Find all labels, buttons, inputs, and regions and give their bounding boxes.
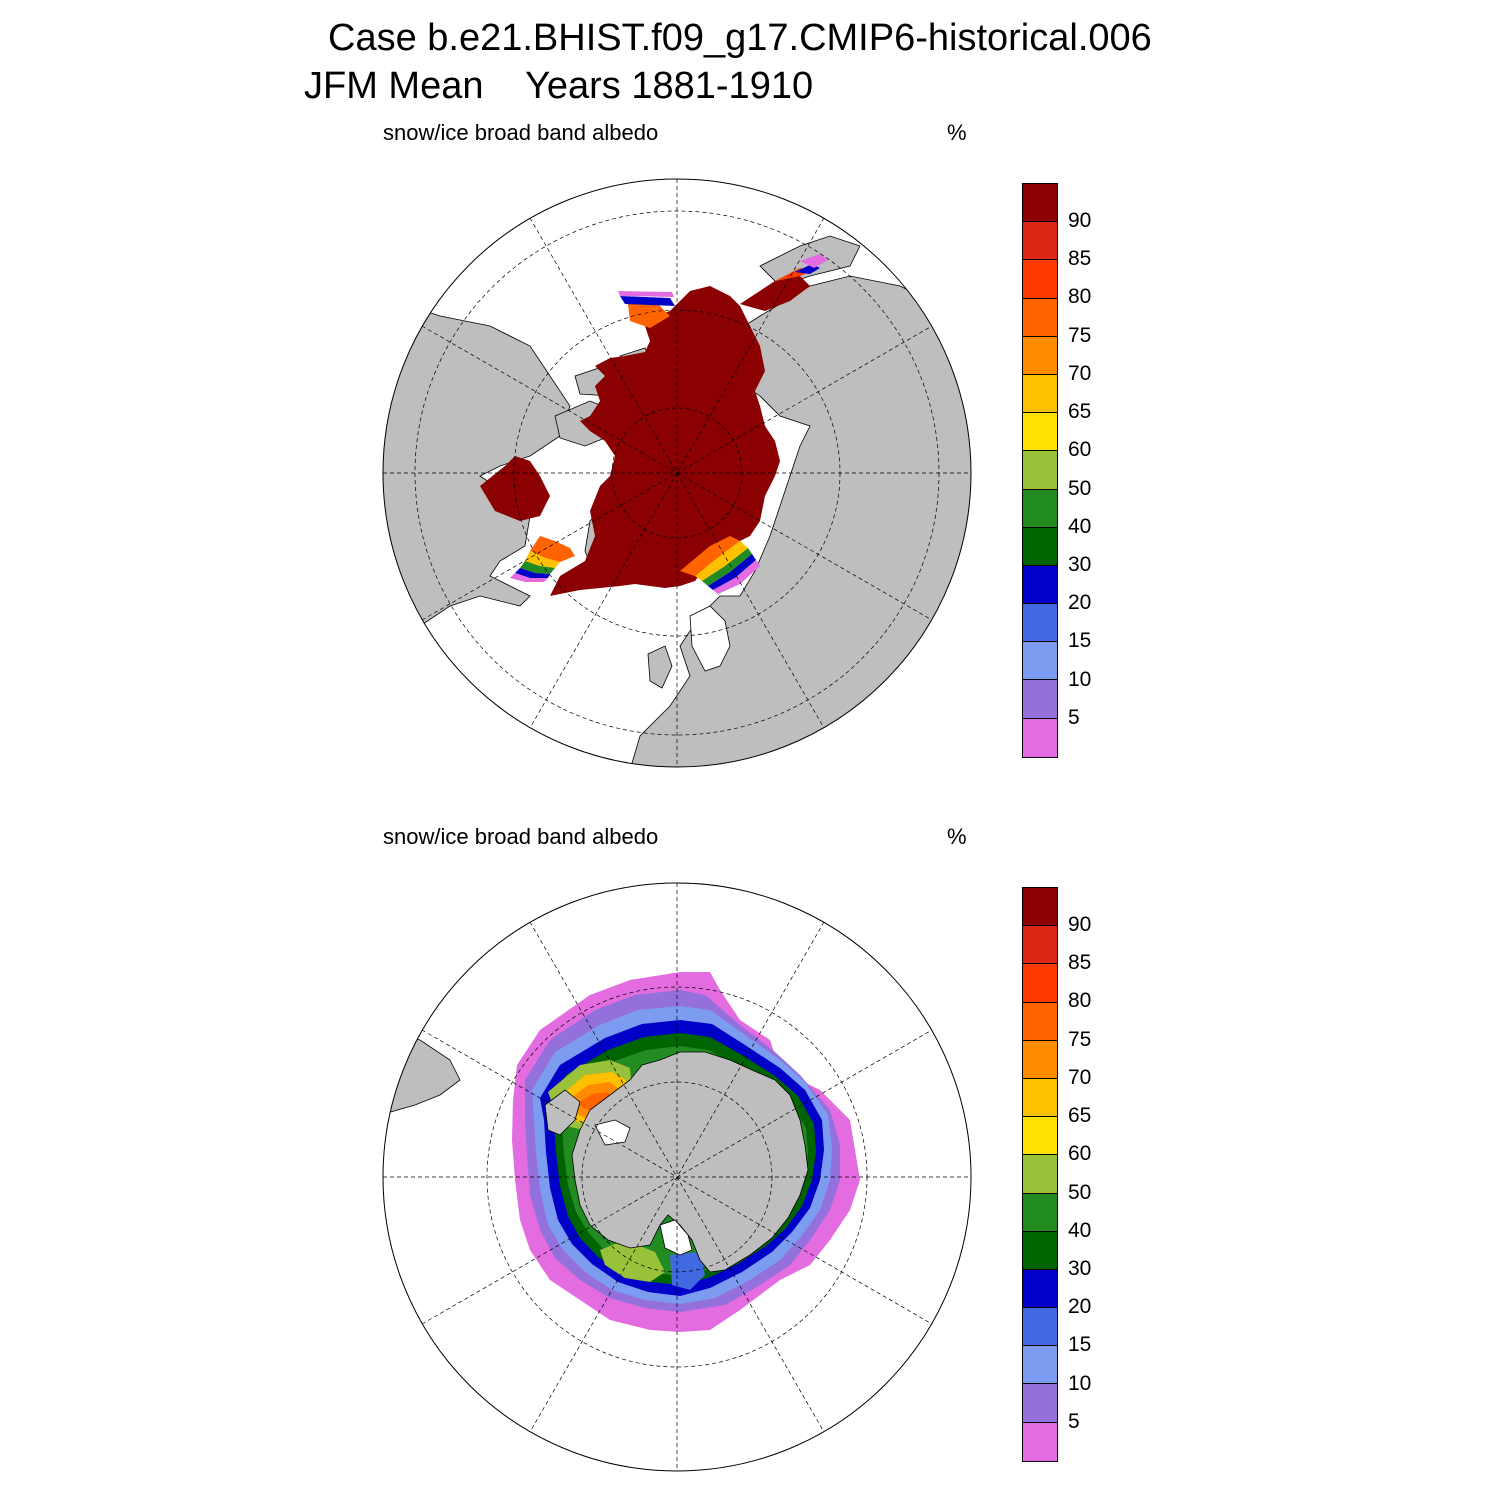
british-isles-land	[647, 645, 673, 689]
north-colorbar-tick: 15	[1068, 629, 1092, 652]
north-colorbar-tick: 10	[1068, 668, 1092, 691]
south-colorbar-tick: 15	[1068, 1333, 1092, 1356]
south-colorbar-tick: 30	[1068, 1257, 1092, 1280]
season-label: JFM Mean	[304, 65, 484, 107]
north-colorbar-swatch	[1023, 565, 1057, 605]
north-colorbar-tick: 60	[1068, 438, 1092, 461]
north-colorbar-tick: 40	[1068, 515, 1092, 538]
north-colorbar-swatch	[1023, 489, 1057, 528]
south-panel-label: snow/ice broad band albedo	[383, 824, 659, 849]
south-colorbar-swatch	[1023, 1269, 1057, 1309]
north-panel-units: %	[947, 120, 967, 145]
south-colorbar-swatch	[1023, 1422, 1057, 1461]
south-colorbar-tick: 60	[1068, 1142, 1092, 1165]
north-polar-map	[382, 178, 972, 768]
south-colorbar-tick: 85	[1068, 951, 1092, 974]
north-colorbar-swatch	[1023, 336, 1057, 375]
north-colorbar-tick: 5	[1068, 706, 1080, 729]
south-colorbar-tick: 70	[1068, 1066, 1092, 1089]
north-colorbar-tick: 50	[1068, 477, 1092, 500]
south-colorbar-swatch	[1023, 964, 1057, 1003]
south-colorbar-swatch	[1023, 1346, 1057, 1385]
south-colorbar-tick: 65	[1068, 1104, 1092, 1127]
north-graticule	[383, 179, 971, 767]
south-colorbar-swatch	[1023, 1193, 1057, 1232]
south-colorbar-tick: 20	[1068, 1295, 1092, 1318]
north-colorbar-swatch	[1023, 184, 1057, 223]
south-map-boundary	[382, 882, 972, 1472]
south-colorbar-tick: 5	[1068, 1410, 1080, 1433]
south-colorbar-swatch	[1023, 1231, 1057, 1270]
south-colorbar-tick: 40	[1068, 1219, 1092, 1242]
south-colorbar-tick: 90	[1068, 913, 1092, 936]
south-colorbar	[1022, 887, 1058, 1462]
north-colorbar-swatch	[1023, 680, 1057, 719]
figure-title-period: JFM Mean Years 1881-1910	[304, 65, 814, 108]
south-colorbar-tick: 75	[1068, 1028, 1092, 1051]
north-colorbar-swatch	[1023, 604, 1057, 643]
arctic-sea-ice	[550, 286, 780, 596]
north-panel-label: snow/ice broad band albedo	[383, 120, 659, 145]
south-panel-units: %	[947, 824, 967, 849]
years-label: Years 1881-1910	[525, 65, 814, 107]
north-colorbar-swatch	[1023, 222, 1057, 261]
south-colorbar-swatch	[1023, 1155, 1057, 1194]
north-colorbar-tick: 80	[1068, 285, 1092, 308]
south-colorbar-tick: 50	[1068, 1181, 1092, 1204]
north-colorbar-swatch	[1023, 260, 1057, 299]
north-colorbar	[1022, 183, 1058, 758]
antarctica-land	[571, 1051, 809, 1273]
north-colorbar-swatch	[1023, 718, 1057, 757]
south-colorbar-swatch	[1023, 1308, 1057, 1347]
south-graticule	[383, 883, 971, 1471]
south-colorbar-tick: 80	[1068, 989, 1092, 1012]
north-colorbar-swatch	[1023, 413, 1057, 452]
south-colorbar-swatch	[1023, 1040, 1057, 1079]
south-colorbar-swatch	[1023, 1078, 1057, 1118]
south-colorbar-swatch	[1023, 1384, 1057, 1423]
figure-title-case: Case b.e21.BHIST.f09_g17.CMIP6-historica…	[328, 17, 1152, 59]
north-colorbar-tick: 90	[1068, 209, 1092, 232]
south-colorbar-swatch	[1023, 1117, 1057, 1156]
north-colorbar-tick: 65	[1068, 400, 1092, 423]
south-polar-map	[382, 882, 972, 1472]
north-colorbar-tick: 70	[1068, 362, 1092, 385]
north-colorbar-tick: 30	[1068, 553, 1092, 576]
south-colorbar-swatch	[1023, 888, 1057, 927]
south-colorbar-tick: 10	[1068, 1372, 1092, 1395]
north-colorbar-tick: 85	[1068, 247, 1092, 270]
north-colorbar-swatch	[1023, 451, 1057, 490]
north-colorbar-tick: 75	[1068, 324, 1092, 347]
south-colorbar-swatch	[1023, 1002, 1057, 1041]
north-colorbar-swatch	[1023, 527, 1057, 566]
north-colorbar-tick: 20	[1068, 591, 1092, 614]
north-map-boundary	[382, 178, 972, 768]
south-colorbar-swatch	[1023, 926, 1057, 965]
north-colorbar-swatch	[1023, 642, 1057, 681]
north-colorbar-swatch	[1023, 298, 1057, 337]
north-colorbar-swatch	[1023, 374, 1057, 414]
